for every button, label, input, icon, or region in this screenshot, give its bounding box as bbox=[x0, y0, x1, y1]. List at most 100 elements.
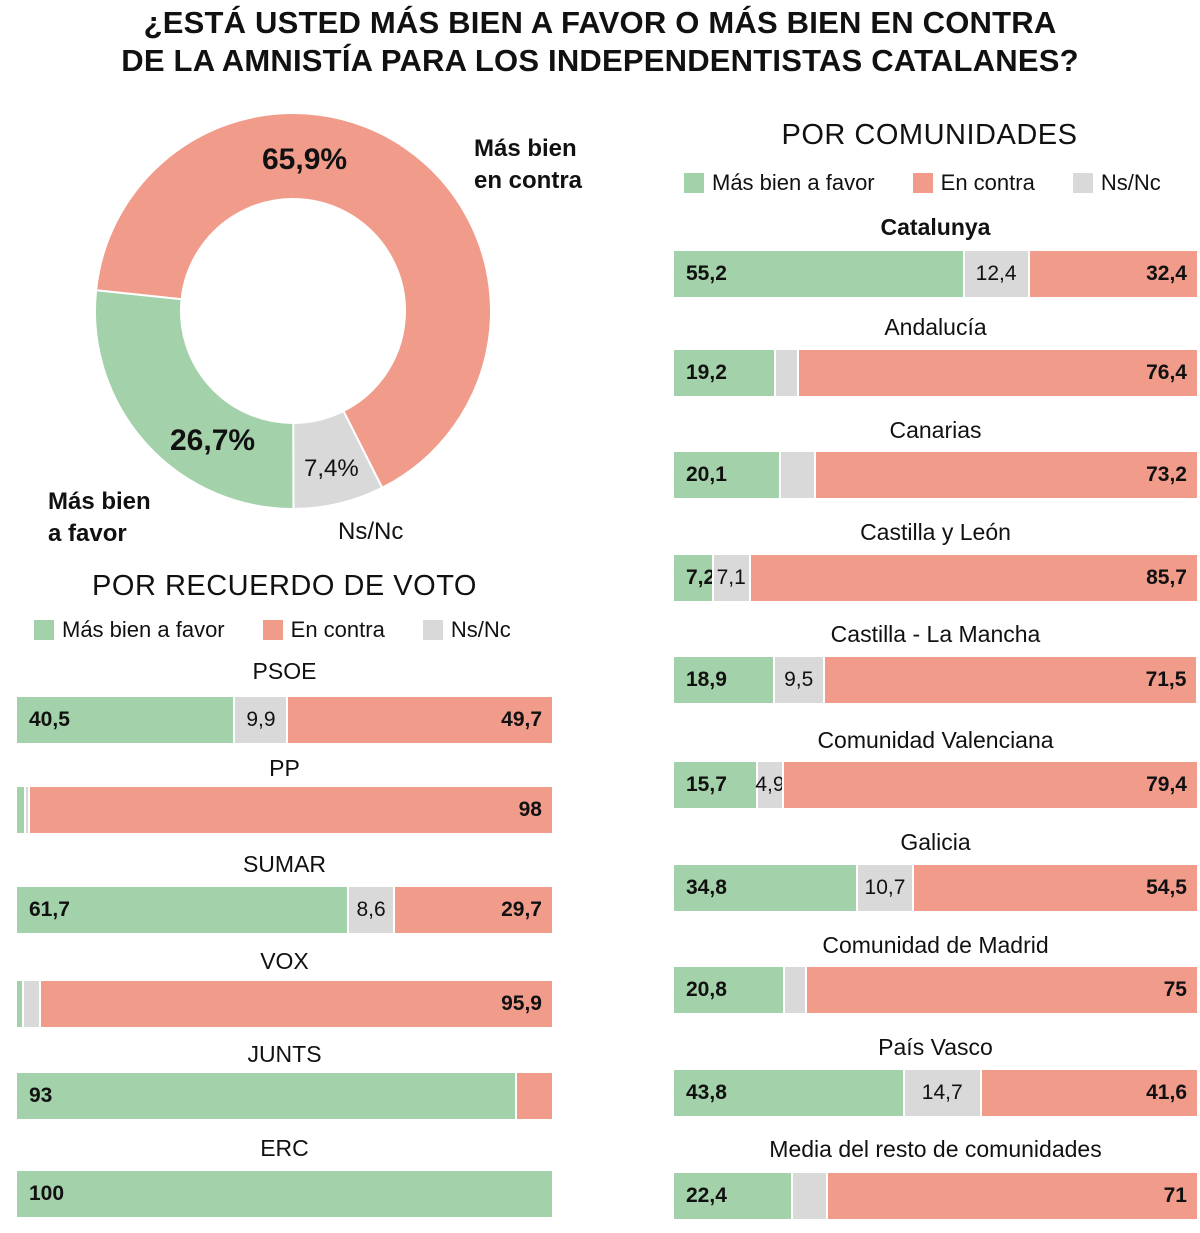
legend-label: Ns/Nc bbox=[450, 617, 511, 642]
legend-label: Ns/Nc bbox=[1100, 170, 1161, 195]
stacked-bar: 20,1 73,2 bbox=[674, 452, 1197, 498]
name-line: Más bien bbox=[48, 488, 151, 515]
stacked-bar: 93 bbox=[17, 1073, 552, 1119]
donut-slice-contra bbox=[94, 112, 492, 490]
bar-segment-nsnc: 10,7 bbox=[856, 865, 912, 911]
donut-label-favor: 26,7% bbox=[170, 424, 256, 457]
legend-swatch-favor bbox=[34, 620, 54, 640]
stacked-bar: 15,7 4,9 79,4 bbox=[674, 762, 1197, 808]
bar-segment-nsnc: 4,9 bbox=[755, 762, 785, 808]
data-label-contra: 73,2 bbox=[1146, 463, 1187, 486]
data-label-favor: 61,7 bbox=[29, 898, 70, 921]
title-line-1: ¿ESTÁ USTED MÁS BIEN A FAVOR O MÁS BIEN … bbox=[143, 5, 1057, 40]
bar-segment-contra: 71,5 bbox=[822, 657, 1197, 703]
data-label-nsnc: 8,6 bbox=[356, 898, 386, 921]
category-label: Comunidad de Madrid bbox=[822, 932, 1049, 958]
bar-segment-nsnc bbox=[774, 350, 798, 396]
legend-label: Más bien a favor bbox=[62, 617, 225, 642]
data-label-contra: 32,4 bbox=[1146, 262, 1187, 285]
vote-legend: Más bien a favor En contra Ns/Nc bbox=[34, 617, 511, 643]
data-label-favor: 20,1 bbox=[686, 463, 727, 486]
category-label: Media del resto de comunidades bbox=[769, 1136, 1102, 1162]
bar-segment-favor: 43,8 bbox=[674, 1070, 903, 1116]
category-label: PP bbox=[269, 755, 300, 781]
donut-chart bbox=[94, 112, 492, 511]
stacked-bar: 7,2 7,1 85,7 bbox=[674, 555, 1197, 601]
data-label-favor: 43,8 bbox=[686, 1081, 727, 1104]
bar-segment-favor: 7,2 bbox=[674, 555, 716, 601]
data-label-nsnc: 12,4 bbox=[975, 262, 1017, 285]
bar-segment-contra: 95,9 bbox=[38, 981, 552, 1027]
region-section-title: POR COMUNIDADES bbox=[781, 119, 1078, 151]
category-label: PSOE bbox=[252, 658, 317, 684]
category-label: Canarias bbox=[889, 417, 982, 443]
data-label-contra: 54,5 bbox=[1146, 876, 1187, 899]
category-label: Comunidad Valenciana bbox=[817, 727, 1054, 753]
data-label-nsnc: 4,9 bbox=[755, 773, 785, 796]
bar-segment-favor: 18,9 bbox=[674, 657, 773, 703]
bar-segment-contra: 71 bbox=[825, 1173, 1197, 1219]
category-label: Catalunya bbox=[880, 214, 991, 240]
bar-segment-contra: 79,4 bbox=[781, 762, 1197, 808]
bar-segment-contra: 75 bbox=[804, 967, 1197, 1013]
bar-segment-nsnc: 8,6 bbox=[347, 887, 394, 933]
category-label: ERC bbox=[260, 1135, 309, 1161]
stacked-bar: 95,9 bbox=[17, 981, 552, 1027]
data-label-contra: 41,6 bbox=[1146, 1081, 1187, 1104]
data-label-contra: 98 bbox=[518, 798, 542, 821]
bar-segment-nsnc: 14,7 bbox=[902, 1070, 980, 1116]
bar-segment-favor: 22,4 bbox=[674, 1173, 792, 1219]
data-label-contra: 71,5 bbox=[1145, 668, 1187, 691]
bar-segment-contra: 32,4 bbox=[1027, 251, 1197, 297]
data-label-nsnc: 9,9 bbox=[246, 708, 276, 731]
stacked-bar: 43,8 14,7 41,6 bbox=[674, 1070, 1197, 1116]
data-label-favor: 7,2 bbox=[686, 566, 716, 589]
data-label-favor: 34,8 bbox=[686, 876, 727, 899]
legend-swatch-contra bbox=[262, 620, 283, 640]
stacked-bar: 19,2 76,4 bbox=[674, 350, 1197, 396]
legend-swatch-favor bbox=[684, 173, 704, 193]
bar-segment-favor: 55,2 bbox=[674, 251, 963, 297]
data-label-contra: 49,7 bbox=[501, 708, 543, 731]
data-label-favor: 19,2 bbox=[686, 361, 727, 384]
category-label: VOX bbox=[260, 948, 309, 974]
data-label-favor: 20,8 bbox=[686, 978, 727, 1001]
bar-segment-contra: 29,7 bbox=[393, 887, 552, 933]
chart-title: ¿ESTÁ USTED MÁS BIEN A FAVOR O MÁS BIEN … bbox=[0, 4, 1200, 80]
legend-swatch-contra bbox=[912, 173, 933, 193]
stacked-bar: 61,7 8,6 29,7 bbox=[17, 887, 552, 933]
bar-segment-nsnc bbox=[782, 967, 805, 1013]
stacked-bar: 22,4 71 bbox=[674, 1173, 1197, 1219]
stacked-bar: 40,5 9,9 49,7 bbox=[17, 697, 553, 743]
data-label-nsnc: 9,5 bbox=[784, 668, 814, 691]
bar-segment-nsnc bbox=[791, 1173, 826, 1219]
bar-segment-nsnc: 7,1 bbox=[711, 555, 749, 601]
donut-name-favor: Más bien a favor bbox=[48, 486, 151, 550]
bar-segment-favor: 93 bbox=[17, 1073, 515, 1119]
donut-name-contra: Más bien en contra bbox=[474, 133, 582, 197]
data-label-favor: 100 bbox=[29, 1182, 65, 1205]
legend-label: En contra bbox=[940, 170, 1035, 195]
category-label: País Vasco bbox=[878, 1034, 993, 1060]
donut-label-nsnc: 7,4% bbox=[304, 455, 359, 482]
data-label-favor: 40,5 bbox=[29, 708, 70, 731]
legend-label: Más bien a favor bbox=[712, 170, 875, 195]
bar-segment-favor: 19,2 bbox=[674, 350, 775, 396]
stacked-bar: 55,2 12,4 32,4 bbox=[674, 251, 1197, 297]
bar-segment-contra: 54,5 bbox=[911, 865, 1197, 911]
stacked-bar: 18,9 9,5 71,5 bbox=[674, 657, 1197, 703]
data-label-contra: 79,4 bbox=[1146, 773, 1187, 796]
name-line: en contra bbox=[474, 167, 583, 194]
category-label: Andalucía bbox=[884, 314, 987, 340]
data-label-nsnc: 10,7 bbox=[864, 876, 906, 899]
bar-segment-contra: 76,4 bbox=[797, 350, 1197, 396]
category-label: SUMAR bbox=[242, 851, 327, 877]
bar-segment-nsnc: 12,4 bbox=[962, 251, 1028, 297]
data-label-nsnc: 7,1 bbox=[716, 566, 746, 589]
donut-slice-favor bbox=[94, 289, 295, 511]
bar-segment-favor: 20,1 bbox=[674, 452, 780, 498]
legend-swatch-nsnc bbox=[1072, 173, 1093, 193]
bar-segment-nsnc bbox=[22, 981, 39, 1027]
bar-segment-contra bbox=[514, 1073, 552, 1119]
